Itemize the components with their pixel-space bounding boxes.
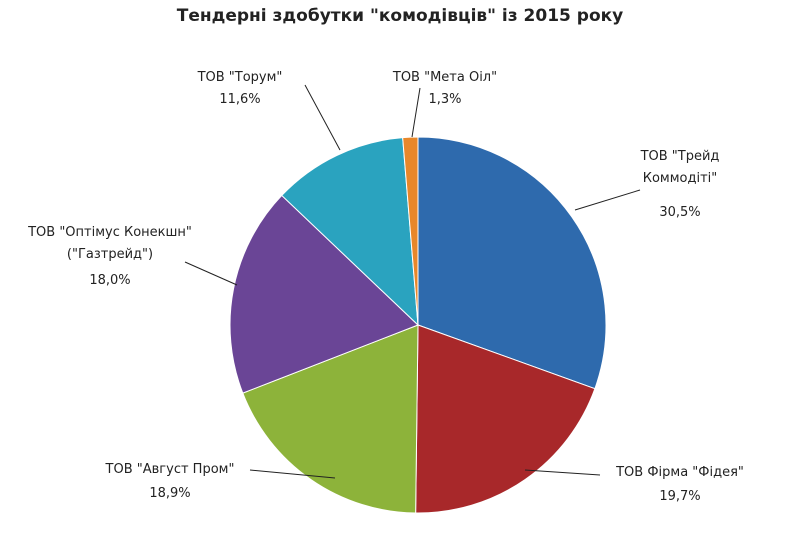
leader-line xyxy=(304,84,341,151)
slice-label: ТОВ "Трейд Коммодіті" xyxy=(640,149,720,186)
slice-label: ТОВ "Оптімус Конекшн" ("Газтрейд") xyxy=(28,225,192,262)
pie-slice xyxy=(402,136,419,326)
slice-label: ТОВ Фірма "Фідея" xyxy=(616,465,744,480)
value-label: 19,7% xyxy=(659,489,701,504)
slice-label: ТОВ "Торум" xyxy=(197,70,283,85)
leader-line xyxy=(184,261,238,286)
leader-line xyxy=(411,87,421,138)
value-label: 1,3% xyxy=(428,92,462,107)
pie-slice xyxy=(417,136,607,390)
slice-label: ТОВ "Мета Оіл" xyxy=(392,70,498,85)
pie-slice xyxy=(242,324,419,514)
pie-slice xyxy=(281,137,419,327)
value-label: 18,0% xyxy=(89,273,131,288)
value-label: 18,9% xyxy=(149,486,191,501)
chart-title: Тендерні здобутки "комодівців" із 2015 р… xyxy=(176,6,624,26)
leader-line xyxy=(524,469,601,476)
slice-label: ТОВ "Август Пром" xyxy=(105,462,235,477)
pie-slice xyxy=(229,194,419,394)
value-label: 30,5% xyxy=(659,205,701,220)
leader-line xyxy=(249,469,336,479)
pie-slice xyxy=(415,324,596,514)
value-label: 11,6% xyxy=(219,92,261,107)
leader-line xyxy=(574,189,641,211)
